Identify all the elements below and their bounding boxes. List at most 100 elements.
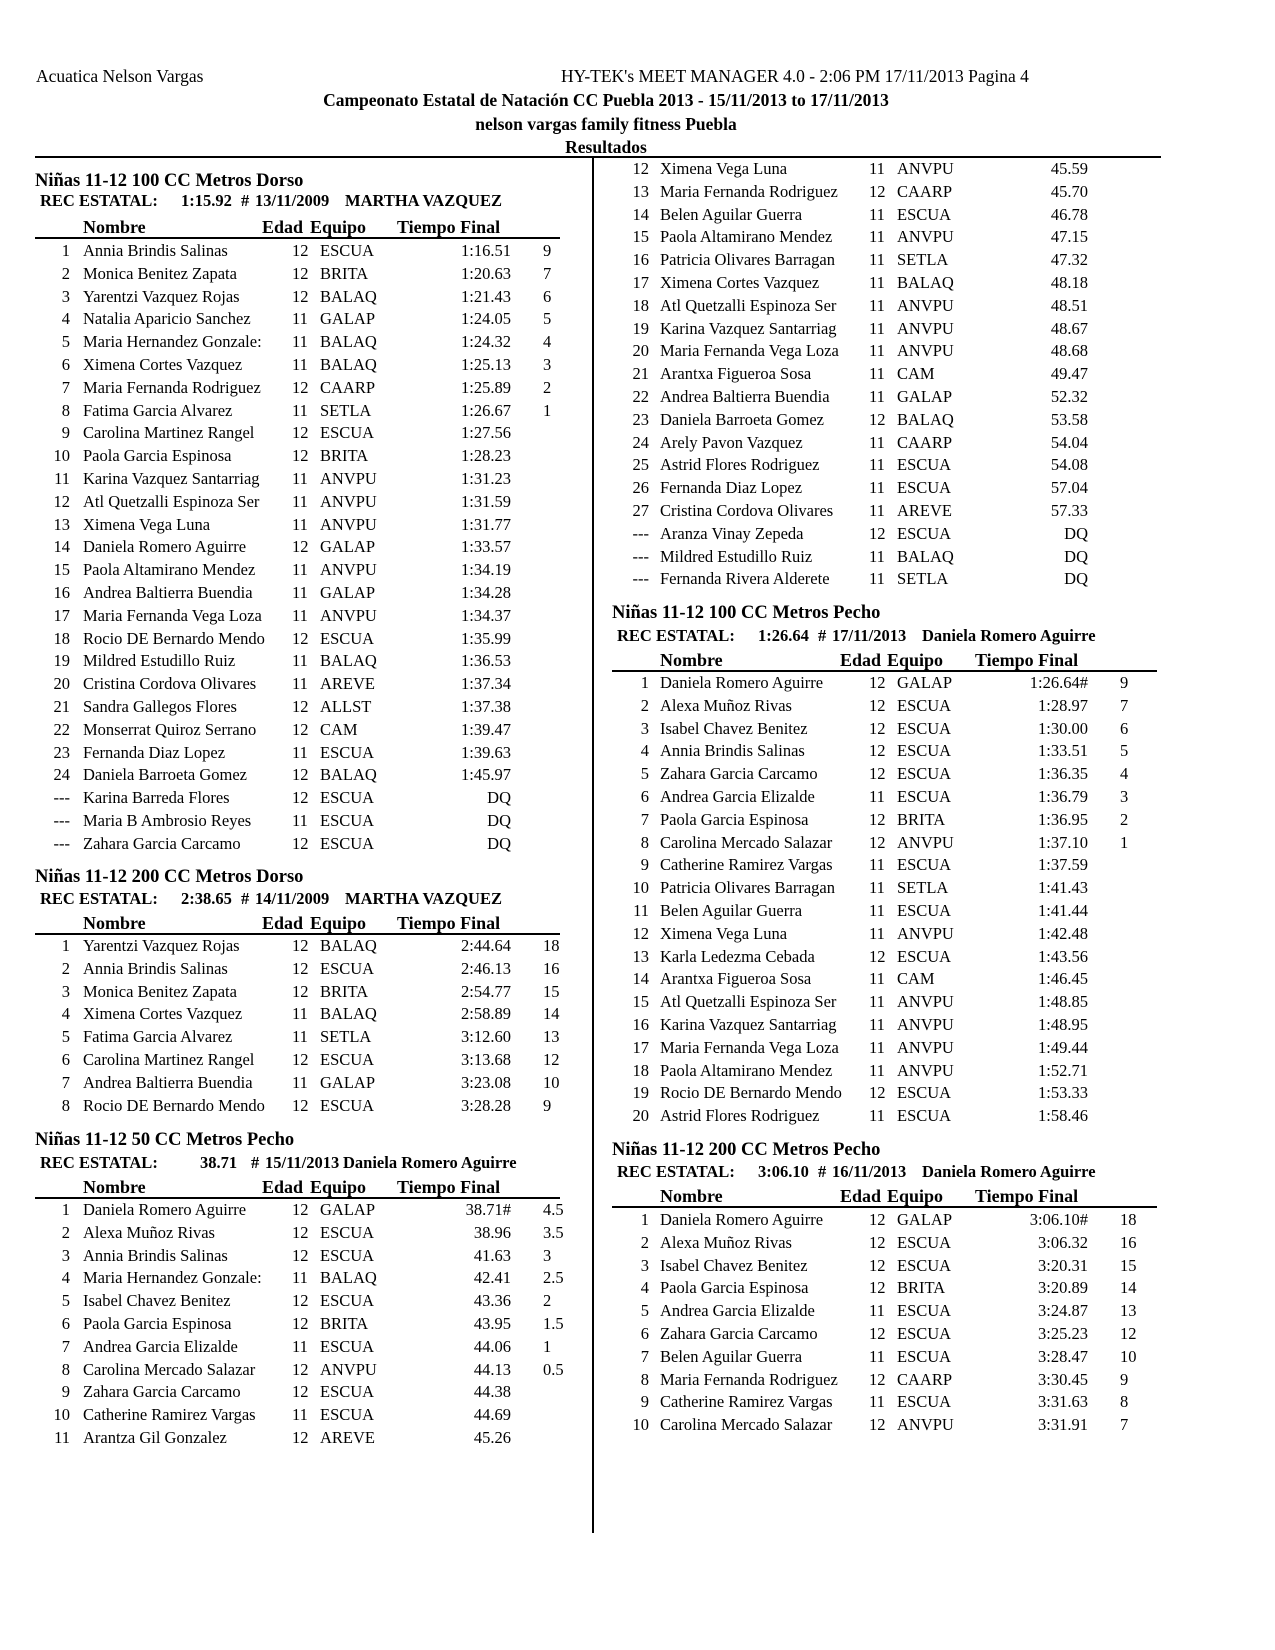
result-age: 12 <box>292 1245 309 1265</box>
result-team: AREVE <box>320 1428 375 1447</box>
result-age: 11 <box>869 569 885 589</box>
result-age: 11 <box>869 855 885 875</box>
event-title: Niñas 11-12 200 CC Metros Pecho <box>612 1140 881 1160</box>
result-team: ESCUA <box>897 1255 952 1275</box>
record-holder: Daniela Romero Aguirre <box>922 1162 1096 1181</box>
result-place: 9 <box>640 1392 649 1412</box>
result-age: 12 <box>869 832 886 852</box>
column-header-time: Tiempo Final <box>397 217 501 237</box>
result-team: ESCUA <box>897 455 952 475</box>
result-age: 12 <box>292 263 309 283</box>
result-points: 13 <box>543 1027 560 1047</box>
result-place: 27 <box>632 501 650 520</box>
result-team: ESCUA <box>897 901 952 920</box>
result-swimmer-name: Paola Garcia Espinosa <box>660 1278 809 1298</box>
result-place: 8 <box>61 400 70 420</box>
result-swimmer-name: Patricia Olivares Barragan <box>660 878 836 898</box>
result-team: ESCUA <box>897 1392 952 1412</box>
result-points: 9 <box>1120 1369 1129 1389</box>
result-time: DQ <box>1064 523 1088 543</box>
result-swimmer-name: Andrea Garcia Elizalde <box>660 787 815 806</box>
event-title: Niñas 11-12 50 CC Metros Pecho <box>35 1130 295 1150</box>
result-time: 44.69 <box>473 1405 511 1425</box>
result-team: ESCUA <box>897 946 952 966</box>
result-place: 15 <box>632 227 650 247</box>
result-swimmer-name: Karina Vazquez Santarriag <box>83 469 260 488</box>
result-team: BALAQ <box>897 273 954 292</box>
result-time: 3:30.45 <box>1038 1369 1088 1389</box>
result-swimmer-name: Paola Altamirano Mendez <box>83 560 256 580</box>
result-team: ANVPU <box>897 992 954 1012</box>
result-swimmer-name: Fernanda Rivera Alderete <box>660 569 830 589</box>
result-swimmer-name: Maria Fernanda Vega Loza <box>83 605 262 625</box>
result-swimmer-name: Ximena Cortes Vazquez <box>660 273 820 292</box>
result-place: 2 <box>640 1232 649 1252</box>
result-time: 48.68 <box>1050 341 1088 361</box>
result-swimmer-name: Karina Vazquez Santarriag <box>660 318 837 338</box>
result-swimmer-name: Ximena Cortes Vazquez <box>83 355 243 374</box>
record-holder: Daniela Romero Aguirre <box>343 1153 517 1172</box>
result-team: BRITA <box>320 263 369 283</box>
result-swimmer-name: Rocio DE Bernardo Mendo <box>83 628 265 648</box>
result-place: 19 <box>632 1083 650 1103</box>
result-swimmer-name: Karina Vazquez Santarriag <box>660 1015 837 1034</box>
result-swimmer-name: Carolina Mercado Salazar <box>83 1359 256 1379</box>
result-swimmer-name: Fernanda Diaz Lopez <box>83 742 226 762</box>
result-points: 9 <box>543 1095 552 1115</box>
result-age: 12 <box>292 241 309 260</box>
result-team: CAM <box>320 719 358 739</box>
result-team: ESCUA <box>320 811 375 830</box>
result-place: 1 <box>61 936 70 955</box>
record-mark: # <box>818 626 827 645</box>
result-swimmer-name: Astrid Flores Rodriguez <box>660 455 820 475</box>
result-points: 5 <box>1120 741 1129 761</box>
result-team: AREVE <box>897 501 952 520</box>
result-age: 11 <box>869 318 885 338</box>
result-swimmer-name: Cristina Cordova Olivares <box>83 674 257 694</box>
event-title: Niñas 11-12 100 CC Metros Dorso <box>35 171 304 191</box>
result-place: 10 <box>53 446 71 466</box>
result-team: BALAQ <box>897 546 954 566</box>
result-age: 11 <box>292 400 308 420</box>
result-time: 1:24.32 <box>461 332 511 352</box>
result-place: 19 <box>53 651 71 671</box>
result-time: 1:33.57 <box>461 537 511 557</box>
result-time: 57.33 <box>1050 501 1088 520</box>
result-swimmer-name: Andrea Garcia Elizalde <box>83 1336 238 1356</box>
result-time: 42.41 <box>473 1268 511 1288</box>
result-place: 7 <box>640 809 649 829</box>
record-holder: Daniela Romero Aguirre <box>922 626 1096 645</box>
result-points: 3 <box>1120 787 1129 806</box>
result-age: 12 <box>292 446 309 466</box>
result-time: 3:12.60 <box>461 1027 511 1047</box>
result-age: 11 <box>292 355 308 374</box>
result-place: 18 <box>632 295 650 315</box>
result-place: 3 <box>640 718 649 738</box>
result-team: ESCUA <box>320 742 375 762</box>
result-time: 1:31.77 <box>461 514 511 534</box>
result-points: 18 <box>543 936 560 955</box>
result-place: 20 <box>53 674 71 694</box>
result-team: ESCUA <box>320 1382 375 1402</box>
result-swimmer-name: Paola Altamirano Mendez <box>660 1060 833 1080</box>
result-team: ANVPU <box>897 295 954 315</box>
result-age: 12 <box>292 1382 309 1402</box>
result-time: 45.59 <box>1050 159 1088 178</box>
result-time: 1:53.33 <box>1038 1083 1088 1103</box>
record-date: 14/11/2009 <box>255 889 330 908</box>
column-header-team: Equipo <box>310 913 367 933</box>
result-points: 12 <box>1120 1324 1137 1343</box>
result-age: 12 <box>869 1210 886 1229</box>
result-age: 12 <box>292 765 309 785</box>
column-header-name: Nombre <box>83 1177 146 1197</box>
result-time: 43.95 <box>473 1314 511 1333</box>
result-points: 1 <box>543 400 552 420</box>
result-place: 3 <box>61 286 70 306</box>
result-place: 1 <box>61 1200 70 1219</box>
result-points: 1.5 <box>543 1314 564 1333</box>
result-time: 1:42.48 <box>1038 923 1088 943</box>
result-age: 12 <box>292 697 309 716</box>
result-team: ANVPU <box>897 227 954 247</box>
record-time: 1:26.64 <box>758 626 809 645</box>
result-swimmer-name: Ximena Vega Luna <box>83 514 211 534</box>
